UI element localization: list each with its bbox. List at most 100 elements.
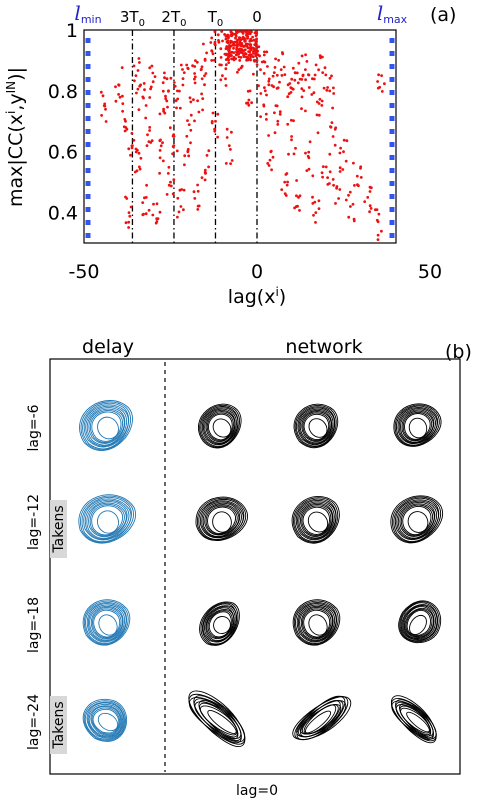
scatter-point	[251, 55, 255, 59]
scatter-point	[326, 176, 329, 180]
scatter-point	[130, 144, 134, 148]
scatter-point	[331, 178, 335, 181]
scatter-point	[310, 93, 314, 96]
takens-tag-bg	[50, 696, 67, 754]
scatter-point	[214, 119, 217, 123]
y-tick-label: 0.4	[48, 203, 78, 225]
scatter-point	[163, 71, 166, 75]
scatter-point	[202, 42, 205, 46]
scatter-point	[207, 165, 211, 169]
scatter-point	[253, 47, 257, 51]
scatter-point	[317, 68, 320, 72]
scatter-point	[236, 70, 239, 74]
scatter-point	[241, 35, 245, 39]
scatter-point	[148, 66, 152, 70]
scatter-point	[201, 108, 205, 112]
scatter-point	[234, 34, 238, 38]
scatter-point	[138, 165, 141, 169]
y-tick-label: 0.8	[48, 81, 78, 103]
row-lag-label: lag=-6	[26, 404, 42, 451]
scatter-point	[137, 108, 141, 111]
scatter-point	[283, 180, 287, 184]
scatter-point	[144, 212, 148, 216]
scatter-point	[259, 92, 263, 95]
scatter-point	[313, 73, 317, 77]
scatter-point	[282, 65, 286, 69]
scatter-point	[335, 185, 339, 188]
scatter-point	[238, 59, 242, 62]
scatter-point	[338, 188, 342, 191]
scatter-point	[262, 103, 266, 107]
scatter-point	[147, 140, 151, 144]
scatter-point	[224, 77, 227, 81]
scatter-point	[254, 40, 258, 44]
scatter-point	[265, 50, 269, 54]
scatter-point	[142, 96, 145, 100]
scatter-point	[161, 81, 165, 85]
scatter-point	[267, 77, 271, 81]
scatter-point	[292, 152, 296, 156]
scatter-point	[253, 59, 257, 62]
scatter-point	[204, 72, 208, 75]
scatter-point	[230, 130, 233, 134]
scatter-point	[338, 170, 342, 173]
scatter-point	[227, 144, 231, 148]
scatter-point	[349, 205, 352, 208]
network-attractor	[291, 496, 340, 544]
scatter-point	[246, 58, 250, 62]
scatter-point	[311, 195, 314, 199]
scatter-point	[169, 76, 173, 80]
scatter-point	[166, 105, 169, 109]
scatter-point	[229, 30, 233, 34]
scatter-point	[192, 98, 195, 102]
scatter-point	[193, 65, 197, 68]
scatter-point	[135, 91, 138, 95]
scatter-point	[193, 197, 197, 200]
scatter-point	[117, 93, 120, 96]
panel-a-frame	[83, 29, 397, 244]
x-tick-label: -50	[68, 261, 99, 283]
scatter-point	[237, 68, 241, 71]
scatter-point	[328, 182, 331, 185]
scatter-point	[275, 73, 279, 77]
scatter-point	[295, 194, 298, 198]
scatter-point	[312, 77, 316, 81]
scatter-point	[172, 133, 176, 137]
scatter-point	[317, 102, 321, 105]
scatter-point	[171, 152, 175, 156]
scatter-point	[259, 115, 262, 118]
scatter-point	[183, 154, 187, 158]
scatter-point	[207, 149, 211, 153]
scatter-point	[121, 94, 124, 98]
scatter-point	[342, 150, 345, 154]
scatter-point	[224, 63, 228, 67]
scatter-point	[300, 87, 304, 91]
takens-tag-bg	[50, 500, 67, 558]
scatter-point	[132, 64, 136, 68]
scatter-point	[169, 180, 172, 184]
row-lag-label: lag=-18	[26, 597, 42, 653]
scatter-point	[101, 94, 105, 98]
scatter-point	[153, 75, 157, 78]
scatter-point	[203, 168, 207, 172]
scatter-point	[197, 110, 201, 114]
scatter-point	[167, 165, 171, 169]
scatter-point	[377, 212, 381, 216]
scatter-point	[129, 205, 133, 209]
scatter-point	[158, 112, 162, 116]
scatter-point	[332, 92, 336, 95]
scatter-point	[258, 54, 261, 58]
scatter-point	[165, 193, 169, 196]
scatter-point	[312, 213, 315, 217]
scatter-point	[293, 206, 296, 210]
scatter-point	[329, 125, 332, 128]
scatter-point	[144, 104, 148, 107]
scatter-point	[250, 101, 254, 105]
scatter-point	[224, 37, 228, 41]
scatter-point	[164, 97, 168, 101]
reference-line-label: T0	[207, 8, 224, 29]
scatter-point	[243, 37, 247, 41]
scatter-point	[267, 164, 271, 167]
scatter-point	[246, 89, 250, 93]
row-lag-label: lag=-24	[26, 694, 42, 750]
